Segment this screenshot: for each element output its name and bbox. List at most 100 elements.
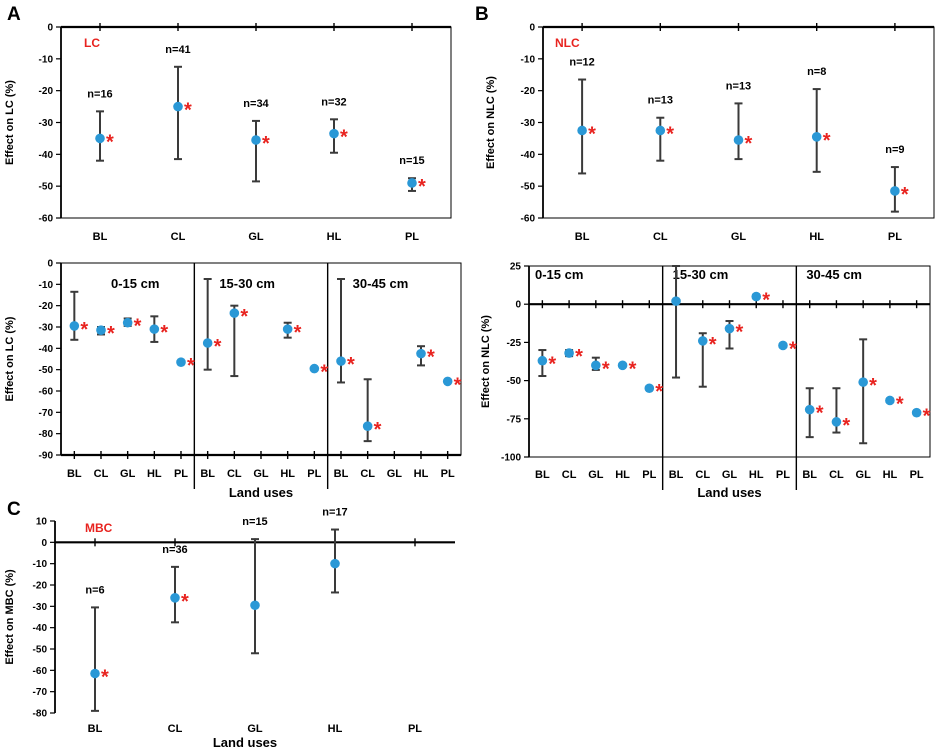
y-tick-label-A_bottom: -50 [39,365,54,376]
x-tick-label-A_bottom: CL [227,468,242,480]
sample-size-label-A_top: n=16 [87,88,112,100]
x-tick-label-B_bottom: BL [669,469,684,481]
x-tick-label-A_bottom: PL [307,468,321,480]
significance-star-B_bottom: * [575,346,583,368]
x-tick-label-B_bottom: PL [642,469,656,481]
data-point-A_bottom [442,376,453,387]
y-tick-label-A_top: -60 [39,214,54,225]
x-tick-label-B_bottom: BL [802,469,817,481]
x-tick-label-A_bottom: PL [174,468,188,480]
significance-star-A_bottom: * [134,316,142,338]
y-axis-label-A_top: Effect on LC (%) [4,80,16,165]
panel-tag-A_top: LC [84,36,100,50]
significance-star-A_bottom: * [214,336,222,358]
data-point-C [250,600,260,611]
x-tick-label-B_bottom: CL [829,469,844,481]
y-tick-label-A_bottom: -30 [39,323,54,334]
y-tick-label-A_bottom: -40 [39,344,54,355]
data-point-B_bottom [537,355,548,366]
significance-star-B_bottom: * [762,290,770,312]
significance-star-B_bottom: * [736,322,744,344]
significance-star-B_bottom: * [869,375,877,397]
data-point-A_top [251,135,261,145]
y-axis-label-C: Effect on MBC (%) [4,569,16,665]
sample-size-label-A_top: n=32 [321,96,346,108]
sample-size-label-A_top: n=41 [165,44,190,56]
data-point-A_top [407,178,417,188]
significance-star-A_bottom: * [107,323,115,345]
significance-star-A_bottom: * [320,362,328,384]
significance-star-A_bottom: * [454,374,462,396]
y-tick-label-B_top: -50 [521,182,536,193]
y-axis-label-A_bottom: Effect on LC (%) [4,316,16,401]
depth-label-A_bottom: 15-30 cm [219,276,275,291]
y-tick-label-C: -80 [33,709,48,720]
y-tick-label-C: -10 [33,559,48,570]
x-tick-label-B_top: HL [809,231,824,243]
x-axis-label-C: Land uses [213,735,277,750]
x-tick-label-C: PL [408,723,422,735]
data-point-A_bottom [362,421,373,432]
significance-star-B_top: * [745,133,753,155]
y-tick-label-B_bottom: -100 [501,453,521,464]
y-tick-label-A_bottom: -90 [39,451,54,462]
significance-star-B_bottom: * [709,334,717,356]
y-tick-label-C: -50 [33,645,48,656]
significance-star-A_bottom: * [427,347,435,369]
significance-star-B_top: * [823,130,831,152]
panel-letter-A_top: A [7,4,21,25]
depth-label-A_bottom: 0-15 cm [111,276,159,291]
y-tick-label-B_bottom: 25 [510,262,522,273]
data-point-C [330,558,340,569]
data-point-A_top [329,128,339,139]
data-point-B_bottom [697,336,708,346]
significance-star-C: * [101,667,109,689]
data-point-A_bottom [309,363,320,374]
data-point-A_bottom [229,308,240,318]
data-point-A_top [95,133,105,144]
data-point-A_bottom [69,321,80,331]
significance-star-B_bottom: * [602,358,610,380]
y-tick-label-A_bottom: -80 [39,429,54,440]
x-tick-label-B_bottom: GL [588,469,604,481]
y-tick-label-B_top: 0 [529,23,535,34]
x-tick-label-B_bottom: CL [562,469,577,481]
data-point-C [90,668,100,679]
significance-star-B_bottom: * [548,354,556,376]
sample-size-label-B_top: n=13 [648,95,673,107]
x-tick-label-A_bottom: GL [253,468,269,480]
x-tick-label-A_bottom: PL [441,468,455,480]
significance-star-A_bottom: * [294,322,302,344]
data-point-A_bottom [96,325,106,336]
x-tick-label-B_top: GL [731,231,747,243]
sample-size-label-B_top: n=9 [885,144,904,156]
data-point-B_bottom [724,323,735,334]
significance-star-B_top: * [666,123,674,145]
y-tick-label-C: -30 [33,602,48,613]
significance-star-B_bottom: * [816,403,824,425]
significance-star-B_bottom: * [789,338,797,360]
y-tick-label-A_top: -30 [39,118,54,129]
data-point-B_bottom [564,348,574,358]
x-tick-label-A_top: PL [405,231,419,243]
significance-star-B_top: * [588,123,596,145]
x-tick-label-A_bottom: GL [120,468,136,480]
y-tick-label-B_top: -30 [521,118,536,129]
data-point-B_bottom [778,340,788,351]
y-tick-label-B_bottom: -75 [507,414,522,425]
data-point-B_top [733,135,744,145]
significance-star-A_bottom: * [240,306,248,328]
data-point-B_bottom [617,360,628,371]
y-tick-label-A_bottom: -70 [39,408,54,419]
data-point-A_bottom [336,356,346,366]
data-point-A_bottom [416,348,426,359]
significance-star-A_bottom: * [374,419,382,441]
sample-size-label-C: n=6 [85,584,104,596]
x-tick-label-A_top: CL [171,231,186,243]
y-tick-label-A_bottom: -10 [39,280,54,291]
x-tick-label-B_top: PL [888,231,902,243]
data-point-B_bottom [804,404,815,415]
sample-size-label-C: n=15 [242,516,267,528]
